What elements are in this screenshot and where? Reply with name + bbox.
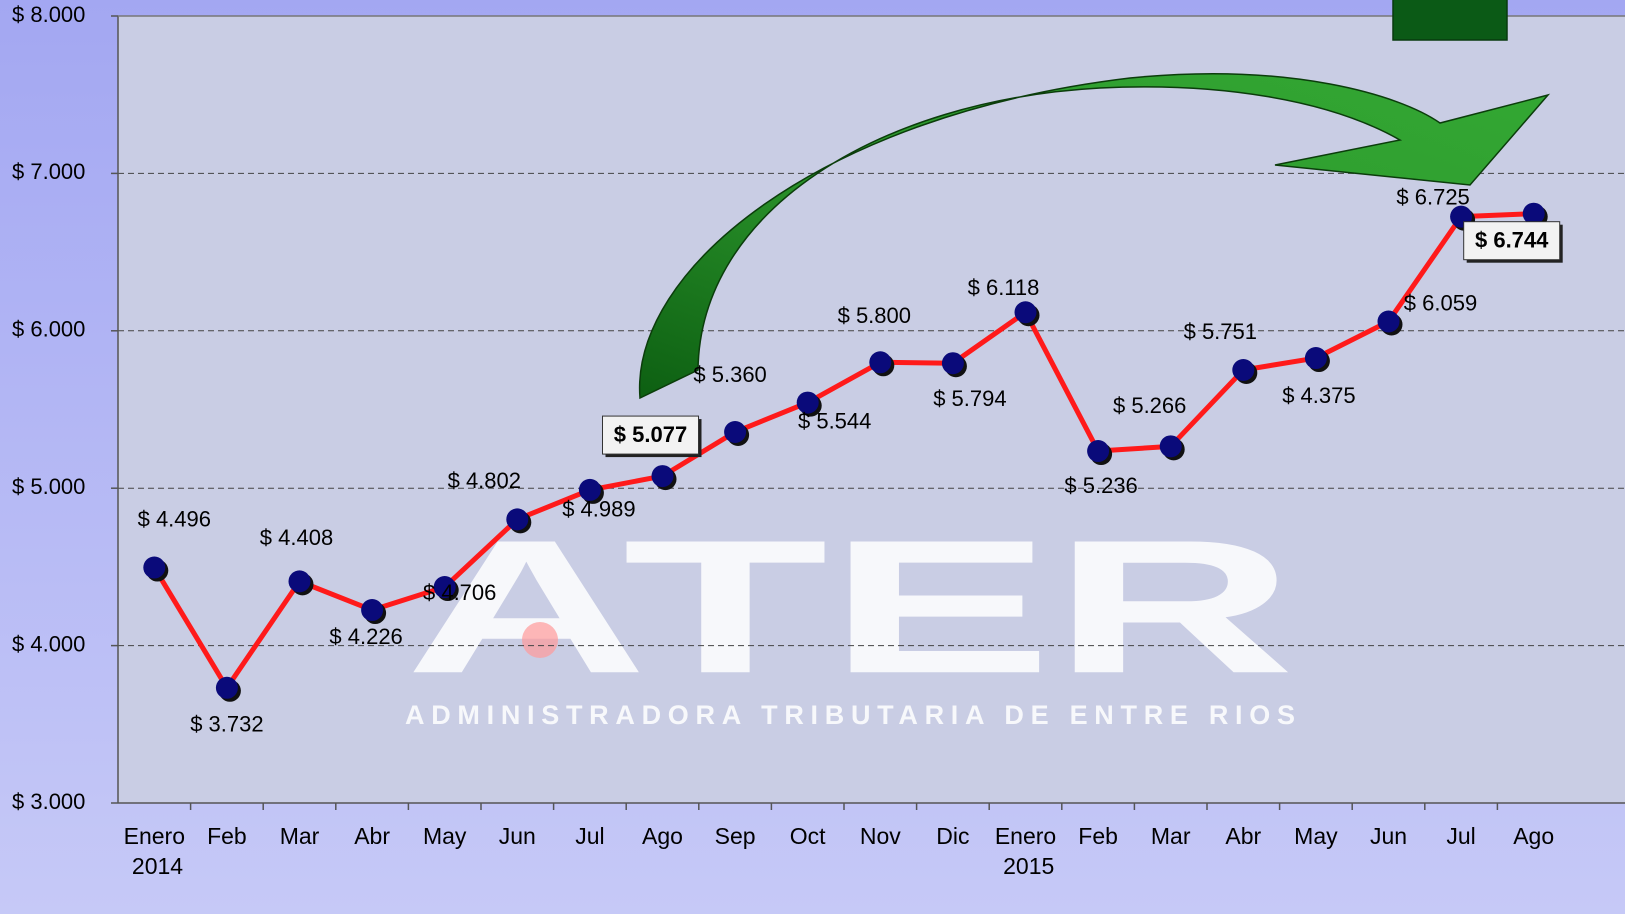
arrow-annotation	[638, 73, 1551, 400]
x-tick-label: May	[1294, 823, 1338, 849]
data-point	[1014, 301, 1037, 324]
data-point	[1377, 310, 1400, 333]
x-tick-label-line: 2014	[126, 853, 184, 879]
y-tick-label: $ 5.000	[12, 474, 85, 499]
watermark-logo: ATER	[405, 501, 1295, 713]
x-tick-label: Enero 2015	[995, 823, 1056, 879]
data-label: $ 5.077	[614, 422, 687, 447]
data-point	[1159, 435, 1182, 458]
y-tick-label: $ 3.000	[12, 789, 85, 814]
data-point	[288, 570, 311, 593]
data-point	[1304, 347, 1327, 370]
data-point	[215, 676, 238, 699]
data-label: $ 4.408	[260, 525, 333, 550]
data-label: $ 5.360	[693, 362, 766, 387]
y-tick-label: $ 6.000	[12, 317, 85, 342]
data-label: $ 5.751	[1184, 319, 1257, 344]
data-point	[651, 465, 674, 488]
x-tick-label: Abr	[1225, 823, 1261, 849]
data-label: $ 4.375	[1282, 383, 1355, 408]
data-point	[578, 478, 601, 501]
x-tick-label-line: Enero	[124, 823, 185, 849]
data-label: $ 5.800	[838, 303, 911, 328]
data-label: $ 6.744	[1475, 228, 1549, 253]
y-tick-label: $ 7.000	[12, 159, 85, 184]
x-tick-label: Oct	[790, 823, 826, 849]
x-tick-label-line: 2015	[997, 853, 1055, 879]
data-label: $ 5.266	[1113, 393, 1186, 418]
data-point	[941, 352, 964, 375]
data-label: $ 4.802	[448, 468, 521, 493]
x-tick-label: Nov	[860, 823, 901, 849]
x-tick-label: Jul	[575, 823, 604, 849]
data-label: $ 6.118	[968, 275, 1040, 300]
data-point	[1232, 358, 1255, 381]
y-tick-label: $ 4.000	[12, 631, 85, 656]
x-tick-label: Feb	[207, 823, 247, 849]
watermark-dot	[522, 622, 558, 658]
x-tick-label: Sep	[715, 823, 756, 849]
legend-box	[1392, 0, 1508, 41]
data-point	[869, 351, 892, 374]
x-tick-label: Jun	[1370, 823, 1407, 849]
data-label: $ 5.544	[798, 408, 871, 433]
x-tick-label: Jun	[499, 823, 536, 849]
data-label: $ 3.732	[190, 712, 263, 737]
data-point	[361, 599, 384, 622]
x-tick-label: Jul	[1446, 823, 1475, 849]
y-tick-label: $ 8.000	[12, 2, 85, 27]
data-label: $ 4.496	[138, 506, 211, 531]
data-label: $ 5.794	[933, 386, 1006, 411]
label-box	[1463, 221, 1561, 261]
watermark: ATER ADMINISTRADORA TRIBUTARIA DE ENTRE …	[405, 501, 1295, 730]
data-point	[1522, 202, 1545, 225]
data-label: $ 6.059	[1404, 290, 1477, 315]
x-tick-label: Feb	[1078, 823, 1118, 849]
x-tick-label: Abr	[354, 823, 390, 849]
x-tick-label: Mar	[280, 823, 320, 849]
data-point	[796, 391, 819, 414]
data-point	[143, 556, 166, 579]
data-label: $ 5.236	[1064, 473, 1137, 498]
data-line	[152, 211, 1534, 691]
x-tick-label-line: Enero	[995, 823, 1056, 849]
label-box	[602, 415, 699, 455]
data-point	[506, 508, 529, 531]
data-point	[1087, 440, 1110, 463]
x-tick-label: Dic	[936, 823, 969, 849]
x-tick-label: May	[423, 823, 467, 849]
data-label: $ 4.706	[423, 580, 496, 605]
x-tick-label: Ago	[1513, 823, 1554, 849]
x-tick-label: Ago	[642, 823, 683, 849]
data-label: $ 6.725	[1396, 184, 1469, 209]
data-label: $ 4.226	[329, 624, 402, 649]
x-tick-label: Mar	[1151, 823, 1191, 849]
data-point	[433, 576, 456, 599]
data-label: $ 4.989	[562, 497, 635, 522]
data-point	[724, 421, 747, 444]
watermark-subtitle: ADMINISTRADORA TRIBUTARIA DE ENTRE RIOS	[405, 700, 1295, 730]
x-tick-label: Enero 2014	[124, 823, 185, 879]
